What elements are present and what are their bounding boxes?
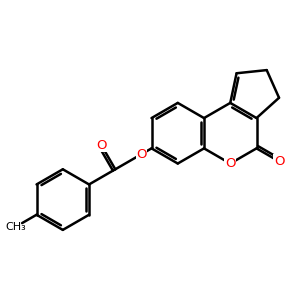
- Text: O: O: [96, 139, 106, 152]
- Text: CH₃: CH₃: [5, 222, 26, 232]
- Text: O: O: [274, 155, 285, 168]
- Text: O: O: [136, 148, 147, 160]
- Text: O: O: [225, 157, 236, 170]
